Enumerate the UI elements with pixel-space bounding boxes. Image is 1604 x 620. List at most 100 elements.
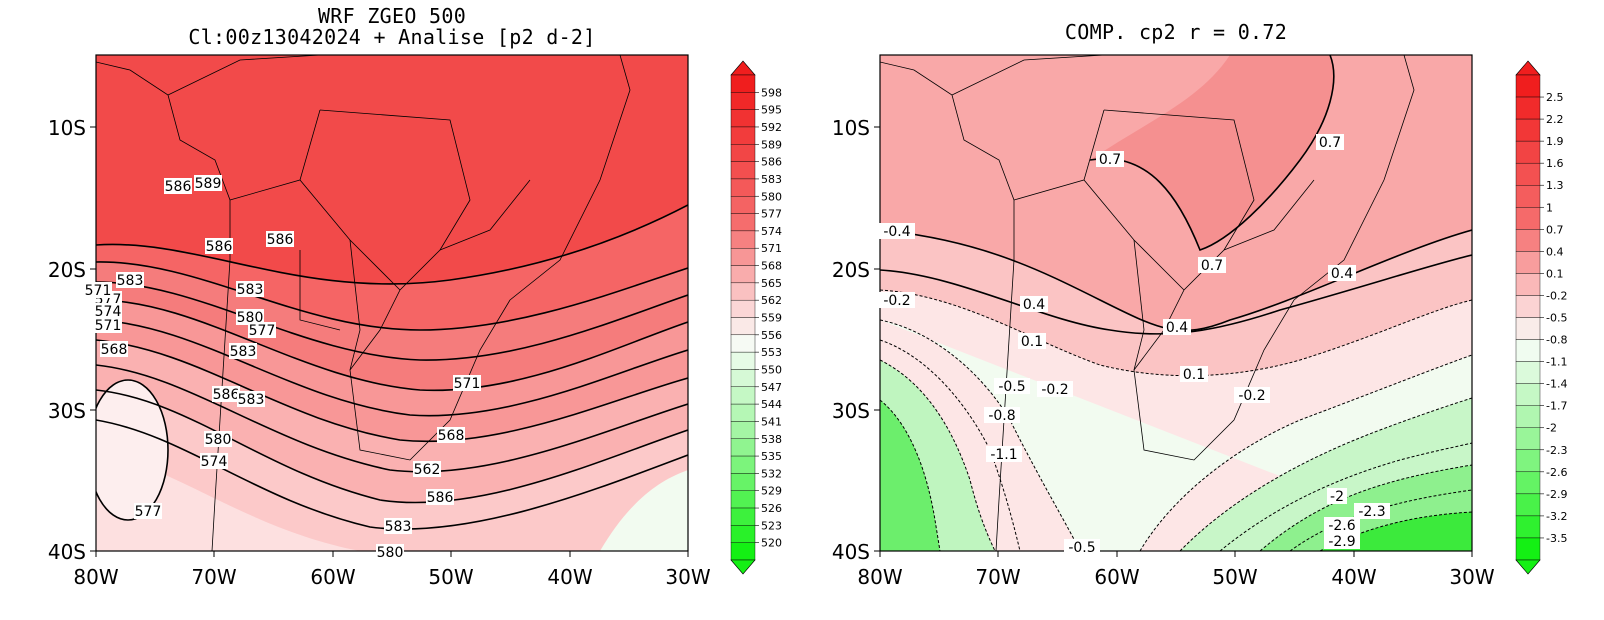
lon-tick-label: 40W <box>547 565 592 589</box>
contour-label-bg <box>248 322 276 338</box>
colorbar-swatch <box>730 161 756 180</box>
colorbar-swatch <box>730 369 756 387</box>
colorbar-label: -2 <box>1546 422 1557 435</box>
contour-label-bg <box>376 544 404 560</box>
colorbar-swatch <box>730 126 756 145</box>
contour-label: 583 <box>230 344 257 360</box>
colorbar-label: -2.3 <box>1546 444 1567 457</box>
colorbar-label: 544 <box>761 398 782 411</box>
colorbar-swatch <box>1515 471 1541 495</box>
contour-label: 0.4 <box>1023 297 1045 313</box>
contour-label: 0.4 <box>1331 266 1353 282</box>
contour-label: -0.2 <box>1041 382 1068 398</box>
right-title: COMP. cp2 r = 0.72 <box>1064 20 1288 44</box>
contour-label-bg <box>879 292 915 308</box>
contour-label: -2.6 <box>1328 518 1355 534</box>
colorbar-label: -0.8 <box>1546 334 1567 347</box>
right-contour-labels: 0.7 0.7 -0.4 0.7 0.4 -0.2 0.4 0.4 0.1 0.1 -0.5 -0.2… <box>879 134 1390 556</box>
colorbar-swatch <box>730 525 756 543</box>
colorbar-swatch <box>730 265 756 284</box>
contour-label-bg <box>1234 387 1270 403</box>
colorbar-swatch <box>730 317 756 336</box>
colorbar-label: 592 <box>761 121 782 134</box>
contour-label-bg <box>236 281 264 297</box>
contour-label-bg <box>1316 134 1344 150</box>
contour-label-bg <box>164 178 192 194</box>
contour-label-bg <box>1020 296 1048 312</box>
colorbar-swatch <box>730 403 756 422</box>
colorbar-swatch <box>730 490 756 509</box>
lon-tick-label: 70W <box>975 565 1020 589</box>
colorbar-label: 577 <box>761 208 782 221</box>
left-lon-tick-labels: 80W 70W 60W 50W 40W 30W <box>73 565 710 589</box>
contour-label: 574 <box>95 304 122 320</box>
colorbar-label: 0.7 <box>1546 223 1564 236</box>
contour-label: 586 <box>213 387 240 403</box>
contour-label-bg <box>229 343 257 359</box>
contour-label-bg <box>1354 503 1390 519</box>
right-lat-tick-labels: 10S 20S 30S 40S <box>832 116 870 564</box>
right-lon-tick-labels: 80W 70W 60W 50W 40W 30W <box>857 565 1494 589</box>
colorbar-swatch <box>730 196 756 214</box>
contour-label: -0.2 <box>1238 388 1265 404</box>
lon-tick-label: 30W <box>665 565 710 589</box>
contour-label: 571 <box>95 318 122 334</box>
colorbar-label: 0.4 <box>1546 245 1564 258</box>
contour-label: 0.4 <box>1166 320 1188 336</box>
lat-tick-label: 20S <box>832 258 870 282</box>
colorbar-swatch <box>1515 405 1541 428</box>
contour-label: -2 <box>1330 489 1344 505</box>
contour-label-bg <box>1327 488 1347 504</box>
contour-label-bg <box>1064 539 1100 555</box>
contour-label: -0.2 <box>883 293 910 309</box>
contour-label-bg <box>1328 265 1356 281</box>
contour-label-bg <box>237 391 265 407</box>
contour-label-bg <box>437 427 465 443</box>
colorbar-swatch <box>1515 339 1541 362</box>
colorbar-swatch <box>1515 162 1541 186</box>
colorbar-label: -1.1 <box>1546 356 1567 369</box>
contour-label: 589 <box>195 176 222 192</box>
colorbar-label: -0.2 <box>1546 289 1567 302</box>
lon-tick-label: 30W <box>1449 565 1494 589</box>
lat-tick-label: 10S <box>48 116 86 140</box>
contour-label: 571 <box>454 376 481 392</box>
colorbar-swatch <box>730 438 756 457</box>
colorbar-label: -3.5 <box>1546 532 1567 545</box>
contour-label: 583 <box>238 392 265 408</box>
contour-label: 0.1 <box>1021 334 1043 350</box>
lon-tick-label: 50W <box>428 565 473 589</box>
colorbar-swatch <box>730 542 756 561</box>
colorbar-swatch <box>730 74 756 93</box>
contour-label-bg <box>384 518 412 534</box>
lon-tick-label: 80W <box>857 565 902 589</box>
colorbar-label: 1.3 <box>1546 179 1564 192</box>
colorbar-swatch <box>1515 317 1541 340</box>
colorbar-label: 589 <box>761 138 782 151</box>
contour-label-bg <box>100 341 128 357</box>
colorbar-swatch <box>730 455 756 474</box>
contour-label: 562 <box>414 462 441 478</box>
contour-label: -0.5 <box>1068 540 1095 556</box>
lat-tick-label: 30S <box>832 399 870 423</box>
lon-tick-label: 60W <box>1094 565 1139 589</box>
colorbar-label: 559 <box>761 312 782 325</box>
contour-label: -2.3 <box>1358 504 1385 520</box>
contour-label-bg <box>266 231 294 247</box>
colorbar-swatch <box>730 351 756 370</box>
contour-label: -0.8 <box>988 408 1015 424</box>
colorbar-label: 571 <box>761 242 782 255</box>
left-title-line1: WRF ZGEO 500 <box>317 4 467 28</box>
colorbar-label: -2.9 <box>1546 488 1567 501</box>
colorbar-label: 532 <box>761 467 782 480</box>
contour-label-bg <box>1037 381 1073 397</box>
colorbar-label: 583 <box>761 173 782 186</box>
colorbar-cap-bottom <box>730 559 756 575</box>
colorbar-swatch <box>730 230 756 249</box>
contour-label-bg <box>413 461 441 477</box>
colorbar-label: 0.1 <box>1546 267 1564 280</box>
colorbar-swatch <box>1515 515 1541 539</box>
colorbar-swatch <box>1515 74 1541 98</box>
